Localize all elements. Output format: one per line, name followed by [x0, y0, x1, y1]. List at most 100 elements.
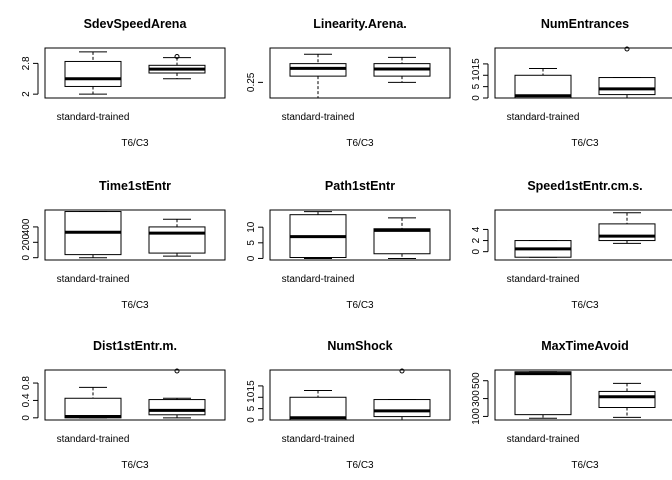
panel-linearity-arena: Linearity.Arena. 0.25 standard-trained T6/C…	[246, 17, 451, 149]
plot-frame	[269, 47, 451, 99]
y-tick-label: 0	[246, 255, 257, 261]
y-tick-label: 0	[471, 248, 482, 254]
box-2	[148, 218, 206, 257]
x-axis-label: T6/C3	[346, 138, 374, 149]
box-1	[514, 240, 572, 258]
iqr-box	[289, 63, 347, 77]
plot-frame	[494, 209, 672, 261]
panel-title: NumShock	[327, 339, 392, 353]
iqr-box	[64, 60, 122, 87]
box-2	[598, 212, 656, 244]
panel-title: MaxTimeAvoid	[541, 339, 629, 353]
x-axis-label: T6/C3	[571, 460, 599, 471]
y-tick-label: 2.8	[21, 56, 32, 70]
plot-frame	[494, 47, 672, 99]
y-tick-label: 500	[471, 372, 482, 389]
box-1	[64, 211, 122, 259]
box-1	[514, 371, 572, 419]
x-axis-label: T6/C3	[571, 138, 599, 149]
box-2	[148, 368, 206, 419]
plot-frame	[44, 369, 226, 421]
x-category-label: standard-trained	[507, 274, 580, 285]
outlier-point	[624, 46, 630, 52]
x-axis-label: T6/C3	[121, 138, 149, 149]
panel-title: Path1stEntr	[325, 179, 395, 193]
box-2	[148, 53, 206, 80]
x-axis-label: T6/C3	[346, 300, 374, 311]
panel-speed1stentr-cm-s: Speed1stEntr.cm.s. 0 2 4 standard-trained T6/…	[471, 179, 672, 311]
box-2	[373, 56, 431, 83]
iqr-box	[598, 390, 656, 408]
plot-frame	[269, 209, 451, 261]
iqr-box	[373, 399, 431, 418]
y-tick-label: 400	[21, 218, 32, 235]
y-tick-label: 5	[246, 405, 257, 411]
outlier-point	[174, 53, 180, 59]
x-category-label: standard-trained	[282, 274, 355, 285]
y-tick-label: 0	[246, 417, 257, 423]
y-tick-label: 4	[471, 226, 482, 232]
outlier-point	[174, 368, 180, 374]
iqr-box	[598, 77, 656, 96]
y-tick-label: 15	[471, 58, 482, 70]
panel-sdevspeedarena: SdevSpeedArena 2 2.8 standard-trained T6/C3	[21, 17, 226, 149]
x-axis-label: T6/C3	[346, 460, 374, 471]
x-axis-label: T6/C3	[121, 460, 149, 471]
y-tick-label: 10	[246, 391, 257, 403]
box-1	[64, 51, 122, 95]
y-tick-label: 0.4	[21, 393, 32, 407]
iqr-box	[289, 396, 347, 421]
x-category-label: standard-trained	[507, 112, 580, 123]
x-category-label: standard-trained	[507, 434, 580, 445]
box-1	[514, 67, 572, 99]
y-tick-label: 5	[246, 240, 257, 246]
x-axis-label: T6/C3	[121, 300, 149, 311]
panel-title: Time1stEntr	[99, 179, 171, 193]
panel-path1stentr: Path1stEntr 0 5 10 standard-trained T6/C3	[246, 179, 451, 311]
box-1	[289, 389, 347, 421]
y-tick-label: 200	[21, 234, 32, 251]
box-2	[373, 368, 431, 421]
box-2	[373, 217, 431, 259]
y-tick-label: 10	[471, 69, 482, 81]
y-tick-label: 10	[246, 221, 257, 233]
plot-frame	[494, 369, 672, 421]
y-tick-label: 100	[471, 408, 482, 425]
box-2	[598, 46, 656, 99]
y-tick-label: 0	[21, 415, 32, 421]
x-category-label: standard-trained	[57, 434, 130, 445]
x-category-label: standard-trained	[57, 274, 130, 285]
iqr-box	[148, 399, 206, 416]
panel-title: Linearity.Arena.	[313, 17, 407, 31]
iqr-box	[148, 226, 206, 254]
y-tick-label: 0.8	[21, 376, 32, 390]
x-category-label: standard-trained	[282, 112, 355, 123]
iqr-box	[514, 371, 572, 416]
x-category-label: standard-trained	[57, 112, 130, 123]
iqr-box	[64, 397, 122, 419]
y-tick-label: 0	[21, 254, 32, 260]
box-1	[289, 53, 347, 99]
panel-title: NumEntrances	[541, 17, 629, 31]
box-1	[289, 211, 347, 259]
outlier-point	[399, 368, 405, 374]
panel-title: SdevSpeedArena	[84, 17, 188, 31]
y-tick-label: 300	[471, 390, 482, 407]
iqr-box	[373, 228, 431, 255]
panel-title: Speed1stEntr.cm.s.	[527, 179, 642, 193]
y-tick-label: 5	[471, 83, 482, 89]
panel-dist1stentr-m: Dist1stEntr.m. 0 0.4 0.8 standard-trained T6/…	[21, 339, 226, 471]
plot-frame	[44, 47, 226, 99]
y-tick-label: 2	[21, 91, 32, 97]
iqr-box	[598, 223, 656, 242]
x-axis-label: T6/C3	[571, 300, 599, 311]
y-tick-label: 2	[471, 237, 482, 243]
panel-title: Dist1stEntr.m.	[93, 339, 177, 353]
box-2	[598, 382, 656, 418]
y-tick-label: 15	[246, 380, 257, 392]
